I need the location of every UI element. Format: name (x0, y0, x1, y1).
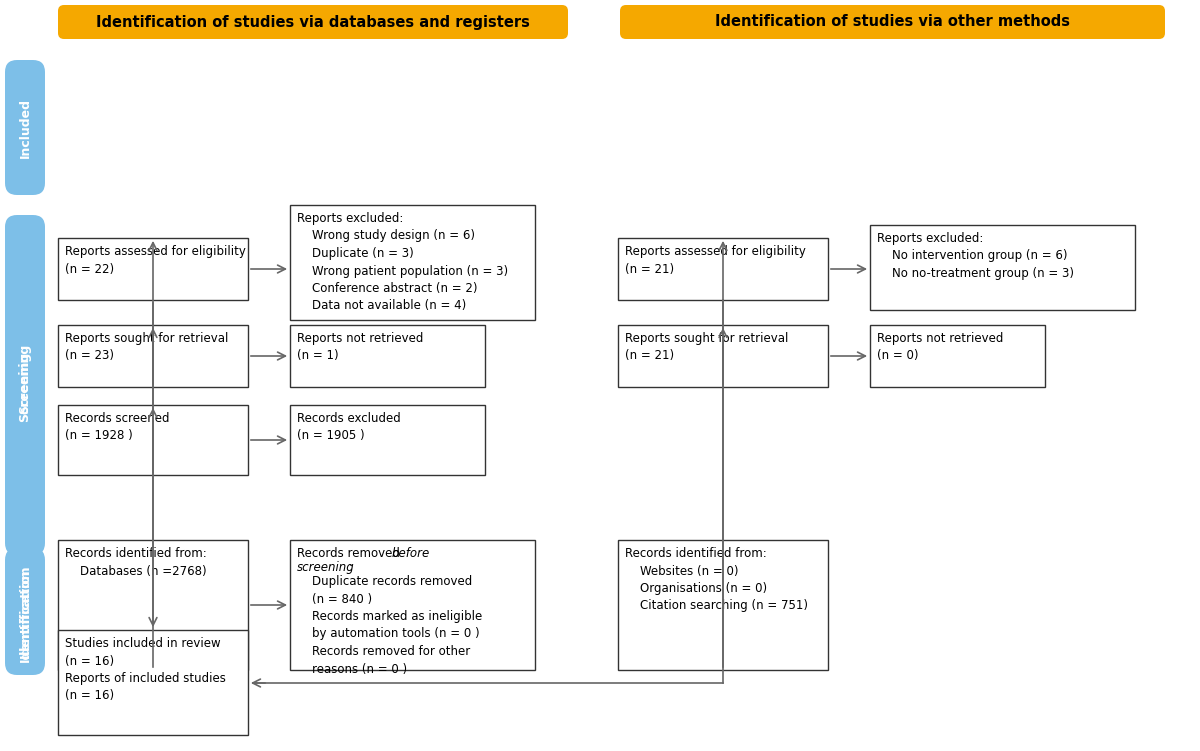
Bar (290, 405, 485, 475)
Text: before: before (392, 547, 431, 560)
Text: screening: screening (298, 561, 355, 574)
Text: :: : (349, 561, 353, 574)
FancyBboxPatch shape (5, 548, 46, 675)
Text: Records identified from:
    Websites (n = 0)
    Organisations (n = 0)
    Cita: Records identified from: Websites (n = 0… (625, 547, 808, 613)
Text: Records identified from:
    Databases (n =2768): Records identified from: Databases (n =2… (65, 547, 206, 578)
Text: Included: Included (18, 98, 31, 158)
Text: Screening: Screening (18, 344, 31, 414)
Text: Identification of studies via databases and registers: Identification of studies via databases … (96, 14, 530, 29)
Text: Identification: Identification (18, 569, 31, 662)
Text: Reports not retrieved
(n = 1): Reports not retrieved (n = 1) (298, 332, 424, 363)
Text: Records excluded
(n = 1905 ): Records excluded (n = 1905 ) (298, 412, 401, 442)
Bar (58, 325, 248, 387)
Text: Reports sought for retrieval
(n = 21): Reports sought for retrieval (n = 21) (625, 332, 788, 363)
Bar (58, 630, 248, 735)
Text: Identification: Identification (18, 565, 31, 659)
Text: Duplicate records removed
    (n = 840 )
    Records marked as ineligible
    by: Duplicate records removed (n = 840 ) Rec… (298, 575, 482, 675)
Bar (618, 325, 828, 387)
Text: Reports assessed for eligibility
(n = 21): Reports assessed for eligibility (n = 21… (625, 245, 806, 276)
FancyBboxPatch shape (5, 215, 46, 543)
Bar (290, 540, 535, 670)
Bar (290, 325, 485, 387)
Text: Reports assessed for eligibility
(n = 22): Reports assessed for eligibility (n = 22… (65, 245, 246, 276)
Text: Reports excluded:
    No intervention group (n = 6)
    No no-treatment group (n: Reports excluded: No intervention group … (877, 232, 1074, 280)
FancyBboxPatch shape (5, 60, 46, 195)
Text: Reports not retrieved
(n = 0): Reports not retrieved (n = 0) (877, 332, 1003, 363)
Bar (58, 238, 248, 300)
Text: Studies included in review
(n = 16)
Reports of included studies
(n = 16): Studies included in review (n = 16) Repo… (65, 637, 226, 702)
FancyBboxPatch shape (620, 5, 1165, 39)
Text: Reports excluded:
    Wrong study design (n = 6)
    Duplicate (n = 3)
    Wrong: Reports excluded: Wrong study design (n … (298, 212, 508, 312)
Text: Reports sought for retrieval
(n = 23): Reports sought for retrieval (n = 23) (65, 332, 228, 363)
FancyBboxPatch shape (5, 218, 46, 555)
Bar (290, 205, 535, 320)
Text: Identification of studies via other methods: Identification of studies via other meth… (715, 14, 1070, 29)
FancyBboxPatch shape (5, 560, 46, 670)
FancyBboxPatch shape (58, 5, 568, 39)
Bar (58, 540, 248, 670)
Bar (870, 225, 1135, 310)
Text: Records removed: Records removed (298, 547, 403, 560)
Bar (618, 238, 828, 300)
Bar (870, 325, 1045, 387)
Text: Records screened
(n = 1928 ): Records screened (n = 1928 ) (65, 412, 169, 442)
Bar (618, 540, 828, 670)
Text: Screening: Screening (18, 351, 31, 421)
Bar (58, 405, 248, 475)
